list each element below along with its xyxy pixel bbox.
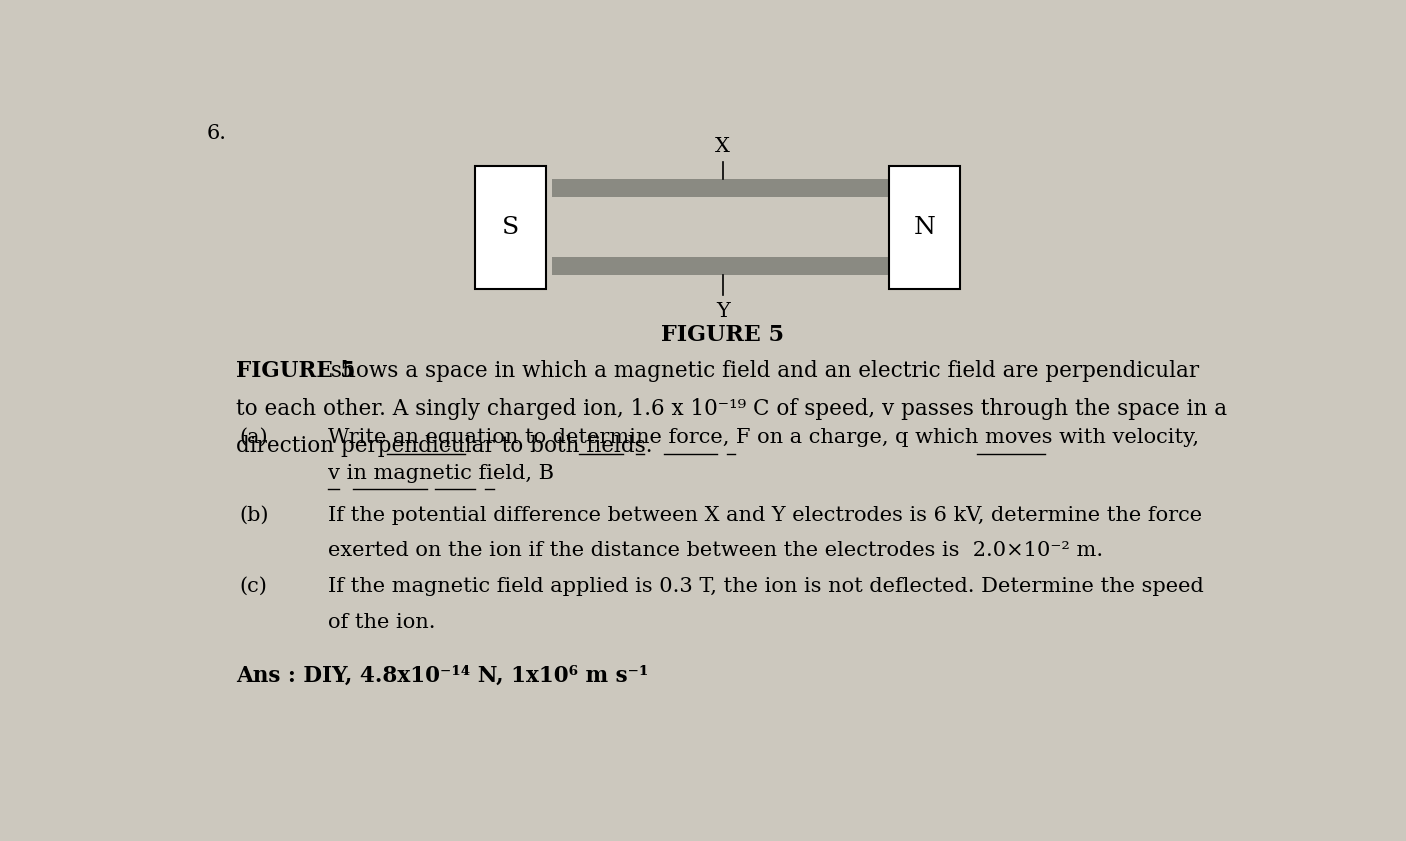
Text: 6.: 6.	[207, 124, 226, 143]
Text: v in magnetic field, B: v in magnetic field, B	[329, 463, 554, 483]
Bar	[475, 166, 547, 288]
Bar	[890, 166, 960, 288]
Text: of the ion.: of the ion.	[329, 612, 436, 632]
Text: N: N	[914, 215, 936, 239]
Text: S: S	[502, 215, 519, 239]
Text: FIGURE 5: FIGURE 5	[236, 360, 354, 382]
Text: (b): (b)	[239, 505, 269, 525]
Text: exerted on the ion if the distance between the electrodes is  2.0×10⁻² m.: exerted on the ion if the distance betwe…	[329, 542, 1104, 560]
Text: FIGURE 5: FIGURE 5	[661, 325, 785, 346]
Text: X: X	[716, 137, 730, 156]
Text: Write an equation to determine force, F on a charge, q which moves with velocity: Write an equation to determine force, F …	[329, 428, 1199, 447]
Bar	[551, 257, 890, 275]
Text: to each other. A singly charged ion, 1.6 x 10⁻¹⁹ C of speed, v passes through th: to each other. A singly charged ion, 1.6…	[236, 398, 1227, 420]
Bar	[551, 179, 890, 198]
Text: If the potential difference between X and Y electrodes is 6 kV, determine the fo: If the potential difference between X an…	[329, 505, 1202, 525]
Text: (a): (a)	[239, 428, 267, 447]
Text: Ans : DIY, 4.8x10⁻¹⁴ N, 1x10⁶ m s⁻¹: Ans : DIY, 4.8x10⁻¹⁴ N, 1x10⁶ m s⁻¹	[236, 664, 648, 686]
Text: If the magnetic field applied is 0.3 T, the ion is not deflected. Determine the : If the magnetic field applied is 0.3 T, …	[329, 577, 1204, 596]
Text: Y: Y	[716, 302, 730, 320]
Text: shows a space in which a magnetic field and an electric field are perpendicular: shows a space in which a magnetic field …	[323, 360, 1199, 382]
Text: direction perpendicular to both fields.: direction perpendicular to both fields.	[236, 435, 652, 457]
Text: (c): (c)	[239, 577, 267, 596]
